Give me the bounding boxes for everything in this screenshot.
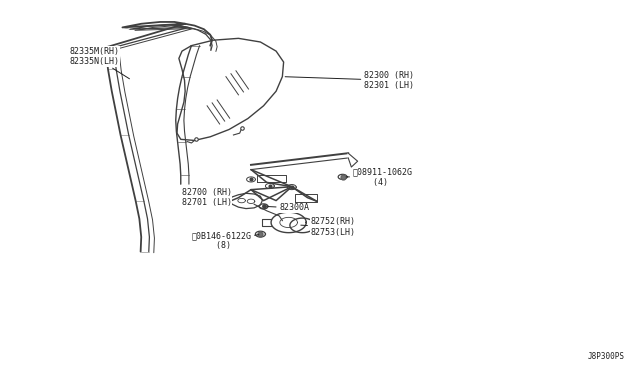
Text: ⒳0B146-6122G
     (8): ⒳0B146-6122G (8) [191, 231, 259, 250]
Text: 82752(RH)
82753(LH): 82752(RH) 82753(LH) [301, 217, 356, 237]
Text: 82300 (RH)
82301 (LH): 82300 (RH) 82301 (LH) [285, 71, 414, 90]
Text: J8P300PS: J8P300PS [587, 352, 624, 361]
Polygon shape [348, 153, 358, 167]
Text: 82300A: 82300A [268, 203, 309, 212]
Text: ⓝ08911-1062G
    (4): ⓝ08911-1062G (4) [347, 167, 413, 187]
Text: 82700 (RH)
82701 (LH): 82700 (RH) 82701 (LH) [182, 188, 232, 207]
Text: 82335M(RH)
82335N(LH): 82335M(RH) 82335N(LH) [69, 47, 129, 79]
